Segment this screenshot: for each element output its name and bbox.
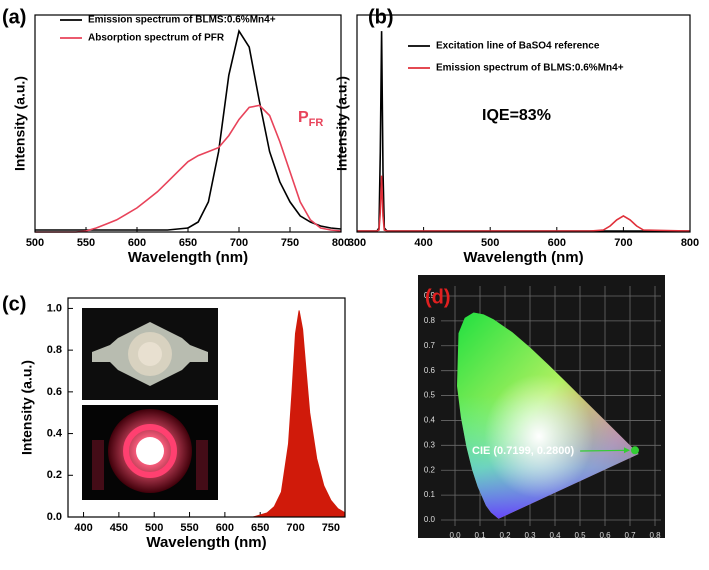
x-tick-label: 600 [128, 237, 146, 249]
y-tick-label: 0.2 [424, 465, 436, 474]
cie-locus-white [457, 312, 639, 519]
legend-label: Emission spectrum of BLMS:0.6%Mn4+ [88, 15, 276, 26]
led-photo-off [82, 308, 218, 400]
x-tick-label: 0.7 [624, 531, 636, 540]
annotation: IQE=83% [482, 107, 551, 124]
y-tick-label: 0.4 [424, 416, 436, 425]
y-tick-label: 0.1 [424, 490, 436, 499]
series-area [69, 310, 346, 518]
y-axis-label: Intensity (a.u.) [19, 360, 35, 455]
point [630, 446, 639, 455]
x-tick-label: 600 [216, 522, 234, 534]
x-tick-label: 550 [180, 522, 198, 534]
x-tick-label: 450 [110, 522, 128, 534]
y-tick-label: 0.0 [424, 515, 436, 524]
legend-label: Excitation line of BaSO4 reference [436, 41, 600, 52]
x-tick-label: 500 [26, 237, 44, 249]
plot-frame [34, 14, 342, 233]
series-line [357, 31, 690, 232]
annotation-arrow [580, 449, 629, 452]
y-tick-label: 0.3 [424, 440, 436, 449]
x-tick-label: 650 [179, 237, 197, 249]
x-tick-label: 0.6 [599, 531, 611, 540]
annotation-text: P [298, 109, 309, 126]
x-tick-label: 800 [332, 237, 350, 249]
x-tick-label: 750 [281, 237, 299, 249]
y-tick-label: 0.8 [424, 316, 436, 325]
x-tick-label: 0.2 [499, 531, 511, 540]
x-axis-label: Wavelength (nm) [146, 534, 266, 551]
annotation-arrowhead [623, 447, 630, 454]
x-tick-label: 550 [77, 237, 95, 249]
series-line [35, 29, 342, 231]
x-tick-label: 500 [481, 237, 499, 249]
x-tick-label: 0.0 [449, 531, 461, 540]
x-tick-label: 650 [251, 522, 269, 534]
x-tick-label: 700 [614, 237, 632, 249]
x-tick-label: 600 [548, 237, 566, 249]
y-tick-label: 1.0 [47, 302, 62, 314]
y-tick-label: 0.0 [47, 511, 62, 523]
y-axis-label: Intensity (a.u.) [12, 76, 28, 171]
annotation: CIE (0.7199, 0.2800) [472, 445, 574, 457]
x-tick-label: 700 [286, 522, 304, 534]
y-tick-label: 0.7 [424, 341, 436, 350]
x-tick-label: 400 [74, 522, 92, 534]
x-tick-label: 0.3 [524, 531, 536, 540]
annotation: PFR [298, 109, 323, 129]
x-tick-label: 0.5 [574, 531, 586, 540]
panel-label: (a) [2, 6, 26, 28]
y-tick-label: 0.8 [47, 344, 62, 356]
cie-locus [457, 312, 639, 519]
x-tick-label: 800 [681, 237, 699, 249]
annotation-subscript: FR [309, 117, 324, 129]
x-tick-label: 300 [348, 237, 366, 249]
x-tick-label: 500 [145, 522, 163, 534]
y-axis-label: Intensity (a.u.) [334, 76, 350, 171]
annotation-text: CIE (0.7199, 0.2800) [472, 445, 574, 457]
x-tick-label: 700 [230, 237, 248, 249]
plot-frame [67, 297, 346, 518]
x-axis-label: Wavelength (nm) [463, 249, 583, 266]
legend-label: Emission spectrum of BLMS:0.6%Mn4+ [436, 63, 624, 74]
panel-label: (b) [368, 6, 394, 28]
y-tick-label: 0.5 [424, 391, 436, 400]
y-tick-label: 0.9 [424, 291, 436, 300]
led-photo-on [82, 405, 218, 500]
plot-frame [356, 14, 691, 233]
x-tick-label: 0.4 [549, 531, 561, 540]
x-tick-label: 0.1 [474, 531, 486, 540]
series-line [35, 104, 342, 233]
x-tick-label: 750 [322, 522, 340, 534]
y-tick-label: 0.6 [47, 386, 62, 398]
y-tick-label: 0.2 [47, 469, 62, 481]
x-axis-label: Wavelength (nm) [128, 249, 248, 266]
panel-label: (d) [425, 286, 451, 308]
x-tick-label: 0.8 [649, 531, 661, 540]
panel-label: (c) [2, 293, 26, 315]
series-line [357, 175, 691, 232]
legend-label: Absorption spectrum of PFR [88, 33, 225, 44]
annotation-text: IQE=83% [482, 107, 551, 124]
y-tick-label: 0.6 [424, 366, 436, 375]
y-tick-label: 0.4 [47, 427, 63, 439]
x-tick-label: 400 [414, 237, 432, 249]
